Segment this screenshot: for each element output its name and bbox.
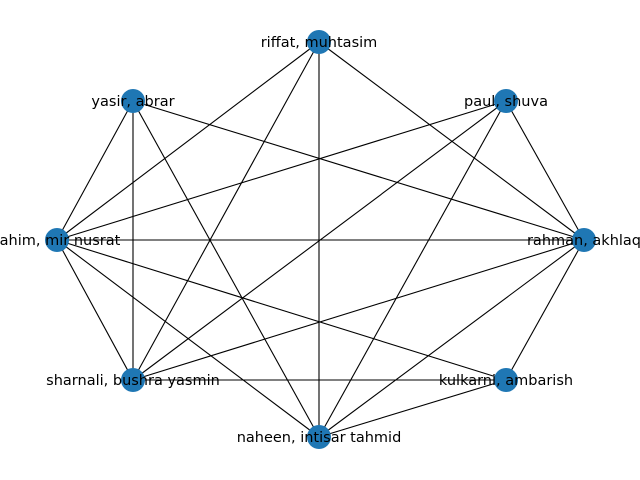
node-kulkarni [494,368,518,392]
node-label-naheen: naheen, intisar tahmid [237,430,402,446]
edge-rahim-kulkarni [56,239,507,381]
edge-rahman-kulkarni [505,239,585,381]
node-label-yasir: yasir, abrar [91,94,174,110]
node-rahman [572,228,596,252]
edge-yasir-naheen [132,100,320,438]
node-rahim [45,228,69,252]
edge-riffat-sharnali [132,41,320,381]
edge-paul-naheen [318,100,507,438]
edge-rahman-sharnali [132,239,585,381]
edge-riffat-rahman [318,41,585,241]
edge-rahman-naheen [318,239,585,438]
node-label-paul: paul, shuva [464,94,548,110]
node-layer [45,30,596,449]
edge-paul-rahim [56,100,507,241]
edge-paul-rahman [505,100,585,241]
node-riffat [307,30,331,54]
node-paul [494,89,518,113]
edge-rahim-naheen [56,239,320,438]
edge-yasir-rahim [56,100,134,241]
edge-riffat-rahim [56,41,320,241]
node-label-riffat: riffat, muhtasim [261,35,378,51]
node-sharnali [121,368,145,392]
node-naheen [307,425,331,449]
node-label-kulkarni: kulkarni, ambarish [439,373,573,389]
node-label-sharnali: sharnali, bushra yasmin [46,373,220,389]
edge-yasir-rahman [132,100,585,241]
label-layer: riffat, muhtasim yasir, abrar paul, shuva r… [0,35,640,446]
edge-rahim-sharnali [56,239,134,381]
edge-naheen-kulkarni [318,379,507,438]
node-label-rahim: rahim, mir nusrat [0,233,121,249]
edge-layer [56,41,585,438]
node-label-rahman: rahman, akhlaq [527,233,640,249]
node-yasir [121,89,145,113]
